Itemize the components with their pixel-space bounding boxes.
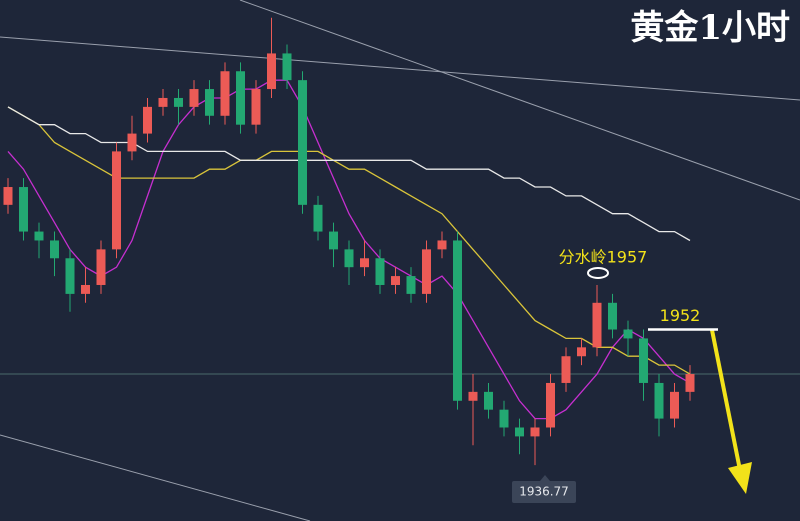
candle-body <box>96 249 106 285</box>
candle-body <box>127 133 137 152</box>
candle-body <box>282 53 292 81</box>
candle-body <box>220 71 230 116</box>
candle-body <box>251 89 261 125</box>
candle-body <box>174 97 183 107</box>
candle-body <box>360 258 369 268</box>
candle-body <box>267 53 276 90</box>
candle-body <box>298 80 307 205</box>
label-box <box>512 481 576 503</box>
level-marker <box>587 266 609 279</box>
ma-line <box>7 106 691 242</box>
candle-body <box>205 89 214 116</box>
candle-body <box>623 329 633 339</box>
candle-body <box>189 89 199 107</box>
candle-body <box>654 382 664 419</box>
candle-body <box>19 187 28 232</box>
candle-body <box>3 187 13 205</box>
annotation: 1952 <box>660 306 701 325</box>
candle-body <box>484 391 493 410</box>
arrow-head <box>728 462 752 494</box>
candle-body <box>313 204 323 232</box>
candle-body <box>329 231 338 250</box>
trend-line <box>239 0 800 201</box>
annotation: 分水岭1957 <box>559 247 648 266</box>
candle-body <box>34 231 44 241</box>
candle-body <box>639 338 648 383</box>
label-pointer <box>540 475 550 481</box>
candle-body <box>561 356 571 383</box>
candle-body <box>453 240 462 401</box>
candle-body <box>406 276 416 294</box>
candle-body <box>468 391 478 401</box>
arrow-shaft <box>710 329 742 471</box>
candle-body <box>391 276 400 285</box>
candle-body <box>50 240 59 259</box>
candle-body <box>685 374 695 392</box>
candle-body <box>422 249 431 294</box>
candle-body <box>81 284 90 294</box>
candle-body <box>143 106 152 134</box>
candle-body <box>437 240 447 250</box>
candle-body <box>546 382 555 428</box>
candle-body <box>670 391 679 419</box>
candle-body <box>608 302 617 330</box>
candle-body <box>592 302 602 348</box>
candle-body <box>375 258 385 285</box>
candle-body <box>577 347 586 357</box>
candle-body <box>158 97 168 107</box>
trend-line <box>0 434 311 521</box>
chart-title: 黄金1小时 <box>630 8 790 48</box>
candle-body <box>344 249 354 268</box>
candle-body <box>65 258 75 294</box>
ma-line <box>7 79 691 420</box>
plot <box>3 17 695 466</box>
candle-body <box>515 427 524 437</box>
candle-body <box>530 427 540 437</box>
low-label: 1936.77 <box>519 485 569 499</box>
ma-line <box>7 106 691 375</box>
candle-body <box>499 409 509 428</box>
candle-body <box>236 71 245 125</box>
trend-line <box>0 36 800 101</box>
candle-body <box>112 151 121 250</box>
